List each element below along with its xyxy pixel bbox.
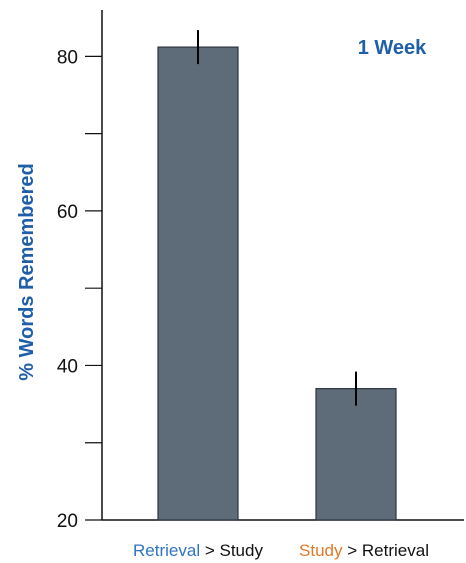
x-axis-categories: Retrieval > Study Study > Retrieval: [133, 541, 429, 560]
x-category-label-part: Study: [299, 541, 343, 560]
chart-axes: [101, 10, 464, 521]
y-tick-label: 20: [57, 511, 78, 532]
bar: [315, 388, 397, 521]
chart-bars: [157, 30, 397, 521]
x-category-label: Retrieval > Study: [133, 541, 263, 560]
y-tick-label: 80: [57, 47, 78, 68]
y-tick-label: 40: [57, 356, 78, 377]
chart-annotation: 1 Week: [358, 37, 427, 59]
y-axis-ticks: 20 40 60 80: [57, 47, 102, 532]
x-category-label-part: > Study: [200, 541, 263, 560]
y-axis-label: % Words Remembered: [16, 163, 38, 380]
x-category-label: Study > Retrieval: [299, 541, 429, 560]
x-category-label-part: Retrieval: [133, 541, 200, 560]
y-tick-label: 60: [57, 202, 78, 223]
x-category-label-part: > Retrieval: [343, 541, 429, 560]
bar: [157, 46, 239, 521]
